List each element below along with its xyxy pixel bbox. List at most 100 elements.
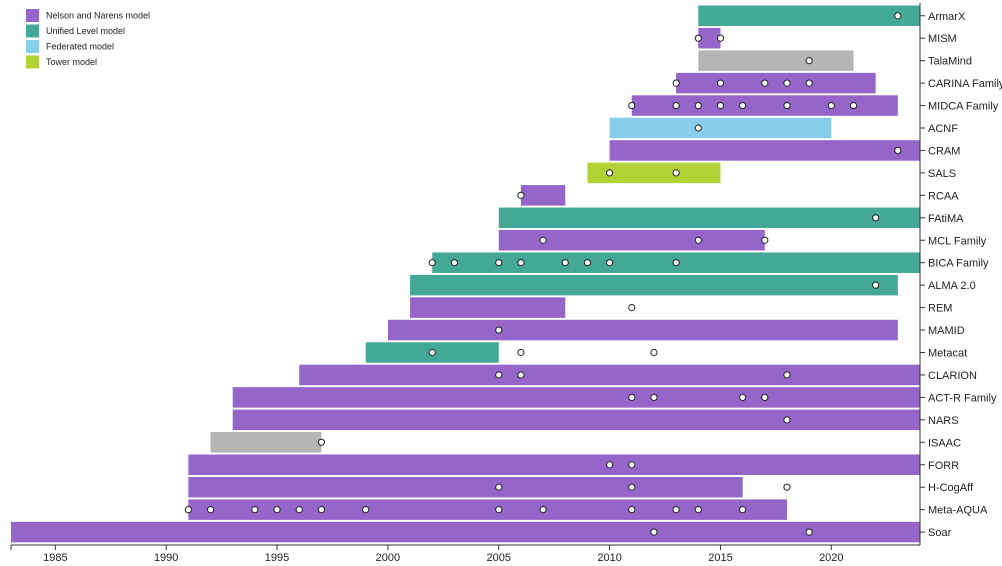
data-point bbox=[650, 393, 658, 401]
data-point bbox=[827, 101, 835, 110]
data-point bbox=[606, 169, 614, 177]
data-point bbox=[672, 506, 680, 514]
bar-meta-aqua bbox=[188, 499, 787, 520]
data-point bbox=[783, 101, 791, 110]
x-tick-label: 1995 bbox=[265, 552, 289, 564]
y-tick-label: FORR bbox=[928, 460, 959, 472]
x-axis: 1985 1990 1995 2000 2005 2010 2015 2020 bbox=[10, 544, 920, 564]
bar-act-r-family bbox=[232, 387, 920, 408]
data-point bbox=[805, 528, 813, 536]
data-point bbox=[628, 101, 636, 110]
data-point bbox=[739, 101, 747, 110]
data-point bbox=[495, 506, 503, 514]
y-tick-label: ACT-R Family bbox=[928, 392, 997, 404]
data-point bbox=[295, 506, 303, 514]
x-tick-label: 1990 bbox=[154, 552, 178, 564]
y-tick-label: FAtiMA bbox=[928, 213, 964, 225]
data-point bbox=[761, 79, 769, 87]
data-point bbox=[739, 393, 747, 401]
legend-label-federated: Federated model bbox=[46, 42, 114, 52]
data-point bbox=[583, 259, 592, 267]
data-point bbox=[539, 236, 547, 244]
data-point bbox=[694, 101, 702, 110]
data-point bbox=[251, 506, 259, 514]
data-point bbox=[495, 371, 503, 379]
legend: Nelson and Narens model Unified Level mod… bbox=[26, 9, 150, 69]
data-point bbox=[628, 483, 636, 491]
x-tick-label: 2020 bbox=[819, 552, 843, 564]
data-point bbox=[495, 326, 503, 334]
data-point bbox=[872, 214, 880, 222]
points-layer bbox=[184, 12, 902, 536]
legend-swatch-tower bbox=[26, 55, 39, 69]
y-tick-label: MAMID bbox=[928, 325, 965, 337]
data-point bbox=[716, 79, 725, 87]
bar-talamind bbox=[698, 50, 854, 71]
bar-mism bbox=[698, 27, 721, 49]
data-point bbox=[628, 506, 636, 514]
y-tick-label: CLARION bbox=[928, 370, 977, 382]
y-tick-label: Metacat bbox=[928, 348, 967, 360]
bar-clarion bbox=[299, 364, 921, 386]
bar-soar bbox=[11, 521, 920, 543]
bar-armarx bbox=[698, 5, 920, 26]
bar-mcl-family bbox=[498, 230, 765, 251]
data-point bbox=[450, 259, 459, 267]
data-point bbox=[428, 348, 436, 357]
data-point bbox=[783, 483, 791, 491]
data-point bbox=[739, 506, 747, 514]
data-point bbox=[184, 506, 192, 514]
data-point bbox=[628, 304, 636, 312]
legend-label-unified: Unified Level model bbox=[46, 26, 125, 36]
y-tick-label: MISM bbox=[928, 33, 957, 45]
bar-acnf bbox=[609, 117, 832, 139]
data-point bbox=[672, 101, 680, 110]
data-point bbox=[783, 416, 791, 424]
bar-cram bbox=[609, 140, 920, 161]
y-tick-label: ArmarX bbox=[928, 11, 966, 23]
data-point bbox=[428, 259, 436, 267]
y-tick-label: TalaMind bbox=[928, 56, 972, 68]
y-tick-label: MIDCA Family bbox=[928, 101, 999, 113]
x-tick-label: 2010 bbox=[597, 552, 621, 564]
y-tick-label: ALMA 2.0 bbox=[928, 280, 976, 292]
data-point bbox=[761, 236, 769, 244]
y-tick-label: NARS bbox=[928, 415, 959, 427]
data-point bbox=[561, 259, 569, 267]
bar-carina-family bbox=[676, 72, 876, 94]
y-tick-label: H-CogAff bbox=[928, 482, 974, 494]
legend-label-tower: Tower model bbox=[46, 57, 97, 67]
data-point bbox=[517, 348, 525, 357]
data-point bbox=[872, 281, 880, 289]
x-tick-label: 2005 bbox=[487, 552, 511, 564]
data-point bbox=[628, 393, 636, 401]
data-point bbox=[716, 101, 725, 110]
y-tick-label: ISAAC bbox=[928, 437, 961, 449]
data-point bbox=[362, 506, 370, 514]
data-point bbox=[517, 191, 525, 199]
data-point bbox=[206, 506, 215, 514]
y-tick-label: CARINA Family bbox=[928, 78, 1002, 90]
data-point bbox=[539, 506, 547, 514]
bar-isaac bbox=[210, 432, 322, 453]
bar-fatima bbox=[498, 207, 920, 229]
y-axis: ArmarX MISM TalaMind CARINA Family MIDCA Fam… bbox=[919, 3, 1002, 545]
data-point bbox=[317, 506, 325, 514]
data-point bbox=[517, 371, 525, 379]
y-tick-label: RCAA bbox=[928, 190, 959, 202]
legend-label-nelson: Nelson and Narens model bbox=[46, 11, 150, 21]
data-point bbox=[694, 34, 702, 42]
data-point bbox=[716, 34, 725, 42]
data-point bbox=[517, 259, 525, 267]
x-tick-label: 2000 bbox=[376, 552, 400, 564]
bar-alma-2-0 bbox=[410, 274, 898, 296]
bar-midca-family bbox=[631, 95, 898, 116]
data-point bbox=[495, 259, 503, 267]
y-tick-label: ACNF bbox=[928, 123, 958, 135]
data-point bbox=[672, 259, 680, 267]
data-point bbox=[606, 461, 614, 469]
legend-swatch-federated bbox=[26, 40, 39, 53]
bar-rcaa bbox=[520, 185, 566, 206]
data-point bbox=[694, 124, 702, 132]
